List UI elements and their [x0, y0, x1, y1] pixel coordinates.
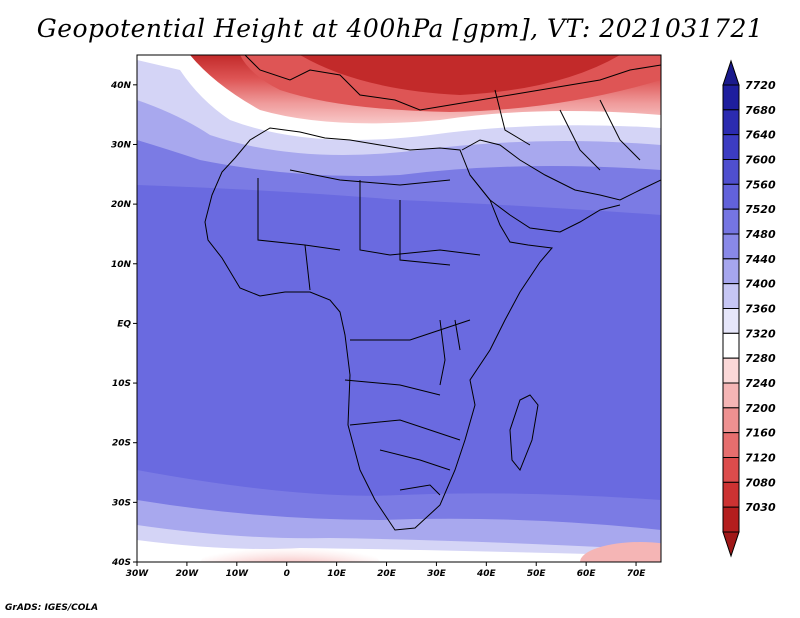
colorbar-swatch [722, 233, 740, 260]
colorbar-label: 7560 [745, 178, 776, 191]
colorbar: 7720 7680 7640 7600 7560 7520 7480 7440 7400 7360… [722, 59, 776, 558]
map-border [136, 54, 662, 563]
lat-tick-label: 30S [112, 498, 131, 508]
lat-tick-label: 40S [111, 558, 131, 568]
colorbar-label: 7360 [745, 303, 776, 316]
colorbar-label: 7080 [745, 476, 776, 489]
colorbar-label: 7440 [745, 253, 776, 266]
lon-tick-label: 10W [226, 569, 250, 579]
colorbar-swatch [722, 208, 740, 235]
lon-tick-label: 20E [377, 569, 397, 579]
lon-tick-label: 0 [284, 569, 290, 579]
lon-tick-label: 30E [427, 569, 447, 579]
lat-tick-label: EQ [117, 319, 131, 329]
colorbar-swatch [722, 183, 740, 210]
colorbar-swatch [722, 457, 740, 483]
map-title: Geopotential Height at 400hPa [gpm], VT:… [36, 14, 764, 43]
lon-tick-label: 30W [126, 569, 150, 579]
colorbar-swatch [722, 506, 740, 533]
lat-tick-label: 10S [112, 379, 131, 389]
lat-tick-label: 10N [111, 260, 132, 270]
lon-tick-label: 40E [476, 569, 497, 579]
lon-tick-label: 50E [527, 569, 547, 579]
colorbar-label: 7400 [745, 278, 776, 291]
colorbar-label: 7120 [745, 452, 776, 465]
colorbar-swatch [722, 357, 740, 384]
coastlines [204, 55, 661, 531]
colorbar-swatch [722, 308, 740, 334]
colorbar-label: 7280 [745, 352, 776, 365]
colorbar-label: 7030 [745, 501, 776, 514]
lat-tick-label: 20N [111, 200, 132, 210]
colorbar-swatch [722, 283, 740, 309]
colorbar-swatch [722, 159, 740, 185]
colorbar-label: 7680 [745, 104, 776, 117]
longitude-axis: 30W 20W 10W 0 10E 20E 30E 40E 50E 60E 70E [126, 562, 646, 579]
colorbar-label: 7600 [745, 154, 776, 167]
colorbar-label: 7320 [745, 327, 776, 340]
colorbar-swatch [722, 382, 740, 409]
colorbar-top-arrow [722, 59, 740, 86]
colorbar-swatch [722, 407, 740, 434]
colorbar-label: 7480 [745, 228, 776, 241]
colorbar-label: 7640 [745, 129, 776, 142]
colorbar-swatch [722, 258, 740, 285]
grads-credit: GrADS: IGES/COLA [5, 603, 99, 613]
colorbar-swatch [722, 84, 740, 111]
colorbar-label: 7160 [745, 427, 776, 440]
colorbar-swatch [722, 481, 740, 508]
lon-tick-label: 10E [327, 569, 347, 579]
height-field-shading [137, 55, 661, 562]
colorbar-swatch [722, 134, 740, 161]
colorbar-swatch [722, 109, 740, 136]
lat-tick-label: 40N [110, 81, 132, 91]
latitude-axis: 40N 30N 20N 10N EQ 10S 20S 30S 40S [110, 81, 137, 568]
lon-tick-label: 60E [577, 569, 597, 579]
colorbar-swatch [722, 332, 740, 359]
lon-tick-label: 20W [176, 569, 200, 579]
colorbar-label: 7200 [745, 402, 776, 415]
colorbar-label: 7720 [745, 79, 776, 92]
colorbar-label: 7240 [745, 377, 776, 390]
lat-tick-label: 30N [111, 140, 132, 150]
colorbar-swatch [722, 432, 740, 458]
colorbar-bottom-arrow [722, 531, 740, 558]
colorbar-label: 7520 [745, 203, 776, 216]
lat-tick-label: 20S [112, 439, 131, 449]
lon-tick-label: 70E [627, 569, 647, 579]
